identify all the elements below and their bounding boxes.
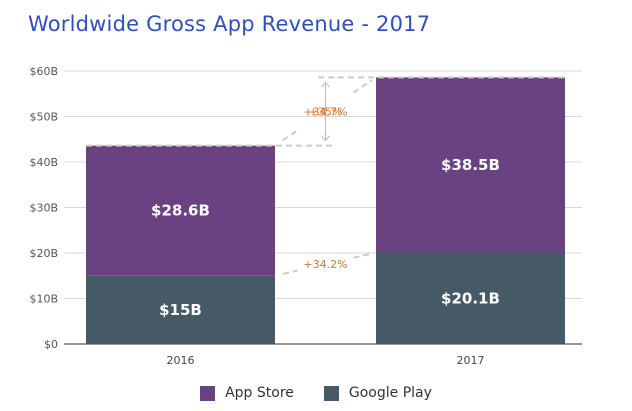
legend-label-google-play: Google Play: [348, 385, 432, 401]
segment-growth-label: +34.2%: [303, 258, 347, 271]
bar-value-label: $38.5B: [441, 156, 500, 174]
bar-value-label: $15B: [159, 301, 202, 319]
arrow-head-down: [321, 135, 330, 142]
bar-google-play-2016: [86, 275, 275, 344]
segment-growth-label: +34.7%: [303, 105, 347, 118]
y-tick-label: $0: [44, 338, 58, 351]
legend-label-app-store: App Store: [225, 385, 294, 401]
bar-google-play-2017: [376, 252, 565, 344]
bar-app-store-2016: [86, 145, 275, 276]
segment-connector: [353, 252, 373, 259]
growth-connectors: +35%+34.7% +34.2%: [86, 76, 565, 275]
revenue-chart: $0 $10B $20B $30B $40B $50B $60B +35%+34.7% +34…: [29, 65, 582, 367]
y-tick-label: $30B: [29, 202, 58, 215]
y-tick-label: $40B: [29, 156, 58, 169]
y-axis-ticks: $0 $10B $20B $30B $40B $50B $60B: [29, 65, 58, 351]
y-tick-label: $50B: [29, 111, 58, 124]
bar-labels: $15B $28.6B $20.1B $38.5B: [151, 156, 500, 319]
segment-connector: [282, 269, 298, 275]
y-tick-label: $10B: [29, 293, 58, 306]
x-tick-label: 2016: [167, 354, 195, 367]
bar-value-label: $20.1B: [441, 289, 500, 307]
legend-item-app-store[interactable]: App Store: [200, 385, 294, 401]
arrow-head-up: [321, 81, 330, 88]
legend-swatch-google-play: [323, 385, 339, 401]
bars: [86, 77, 565, 344]
bar-app-store-2017: [376, 77, 565, 253]
segment-connector: [282, 129, 299, 142]
x-tick-label: 2017: [457, 354, 485, 367]
total-growth-label: +35%: [309, 105, 343, 118]
legend-swatch-app-store: [200, 385, 216, 401]
x-axis-labels: 2016 2017: [167, 354, 485, 367]
bar-value-label: $28.6B: [151, 202, 210, 220]
legend-item-google-play[interactable]: Google Play: [323, 385, 432, 401]
legend: App Store Google Play: [0, 385, 632, 401]
segment-connector: [352, 79, 373, 94]
y-tick-label: $60B: [29, 65, 58, 78]
y-tick-label: $20B: [29, 247, 58, 260]
chart-title: Worldwide Gross App Revenue - 2017: [28, 12, 431, 36]
